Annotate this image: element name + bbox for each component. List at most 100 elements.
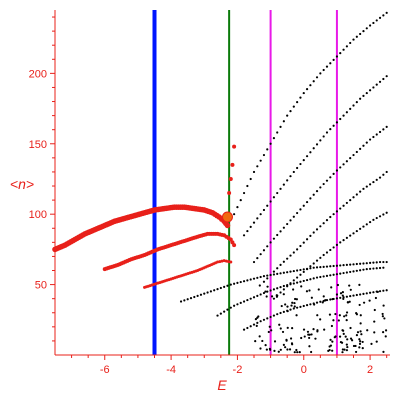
black-point <box>335 293 339 296</box>
black-point <box>329 128 332 131</box>
black-point <box>302 304 305 308</box>
black-point <box>305 290 309 293</box>
black-point <box>269 200 272 203</box>
black-point <box>279 311 282 315</box>
black-point <box>383 317 386 320</box>
black-point <box>355 150 358 154</box>
black-point <box>322 295 325 298</box>
black-point <box>302 268 305 271</box>
black-point <box>300 336 303 340</box>
black-point <box>289 110 292 113</box>
black-point <box>359 322 362 325</box>
black-point <box>339 207 342 210</box>
black-point <box>358 338 361 341</box>
black-point <box>239 301 242 304</box>
black-point <box>183 299 186 302</box>
black-point <box>343 348 346 351</box>
black-point <box>332 246 335 249</box>
black-point <box>216 314 219 317</box>
black-point <box>343 315 346 318</box>
black-point <box>339 292 343 295</box>
black-point <box>277 350 280 353</box>
black-point <box>267 330 270 334</box>
black-point <box>266 317 269 320</box>
black-point <box>375 133 378 136</box>
black-point <box>365 27 368 30</box>
black-point <box>365 223 368 226</box>
y-tick-label: 200 <box>29 68 47 80</box>
black-point <box>293 301 296 305</box>
black-point <box>322 135 325 138</box>
black-point <box>276 287 279 290</box>
black-point <box>286 271 289 274</box>
black-point <box>254 340 257 343</box>
black-point <box>266 285 269 288</box>
black-point <box>286 310 289 313</box>
black-point <box>339 335 342 338</box>
black-point <box>252 296 256 299</box>
black-point <box>246 298 249 302</box>
black-point <box>354 350 358 354</box>
black-point <box>293 305 296 308</box>
black-point <box>373 308 376 312</box>
black-point <box>339 272 342 275</box>
black-point <box>365 262 368 265</box>
black-point <box>279 187 282 190</box>
black-point <box>316 329 319 332</box>
black-point <box>341 351 344 354</box>
black-point <box>361 347 364 350</box>
black-point <box>378 80 382 83</box>
black-point <box>315 276 319 279</box>
black-point <box>382 350 385 354</box>
black-point <box>352 294 355 297</box>
black-point <box>322 68 325 72</box>
black-point <box>288 348 292 351</box>
black-point <box>368 183 372 186</box>
black-point <box>305 88 309 91</box>
black-point <box>296 248 299 251</box>
black-point <box>352 104 355 107</box>
black-point <box>335 55 339 58</box>
black-point <box>355 35 358 38</box>
black-point <box>340 341 344 344</box>
black-point <box>328 313 332 316</box>
black-point <box>315 189 319 193</box>
black-point <box>316 314 319 317</box>
black-point <box>378 290 382 293</box>
black-point <box>341 291 344 294</box>
black-point <box>348 284 351 287</box>
black-point <box>374 296 378 300</box>
red-point <box>230 162 235 167</box>
black-point <box>325 131 329 134</box>
black-point <box>312 262 315 265</box>
black-point <box>256 321 259 324</box>
black-point <box>242 280 246 283</box>
black-series-points <box>179 11 388 354</box>
black-point <box>368 267 372 270</box>
black-point <box>290 304 293 307</box>
vertical-lines <box>152 10 338 355</box>
red-point <box>227 191 232 196</box>
black-point <box>269 289 272 292</box>
black-point <box>308 289 311 292</box>
black-point <box>264 290 267 293</box>
black-point <box>325 218 329 222</box>
black-point <box>355 334 359 337</box>
black-point <box>196 294 199 297</box>
black-point <box>302 279 305 283</box>
black-point <box>359 314 362 317</box>
black-point <box>296 211 299 215</box>
black-point <box>373 320 376 323</box>
black-point <box>325 65 329 68</box>
black-point <box>330 286 333 289</box>
black-point <box>280 304 283 308</box>
black-point <box>359 269 362 272</box>
black-point <box>259 347 262 350</box>
black-point <box>258 284 261 287</box>
black-point <box>382 304 385 307</box>
black-point <box>269 241 272 244</box>
black-point <box>272 314 276 317</box>
black-point <box>286 284 289 287</box>
black-point <box>206 291 209 294</box>
black-point <box>312 231 315 234</box>
